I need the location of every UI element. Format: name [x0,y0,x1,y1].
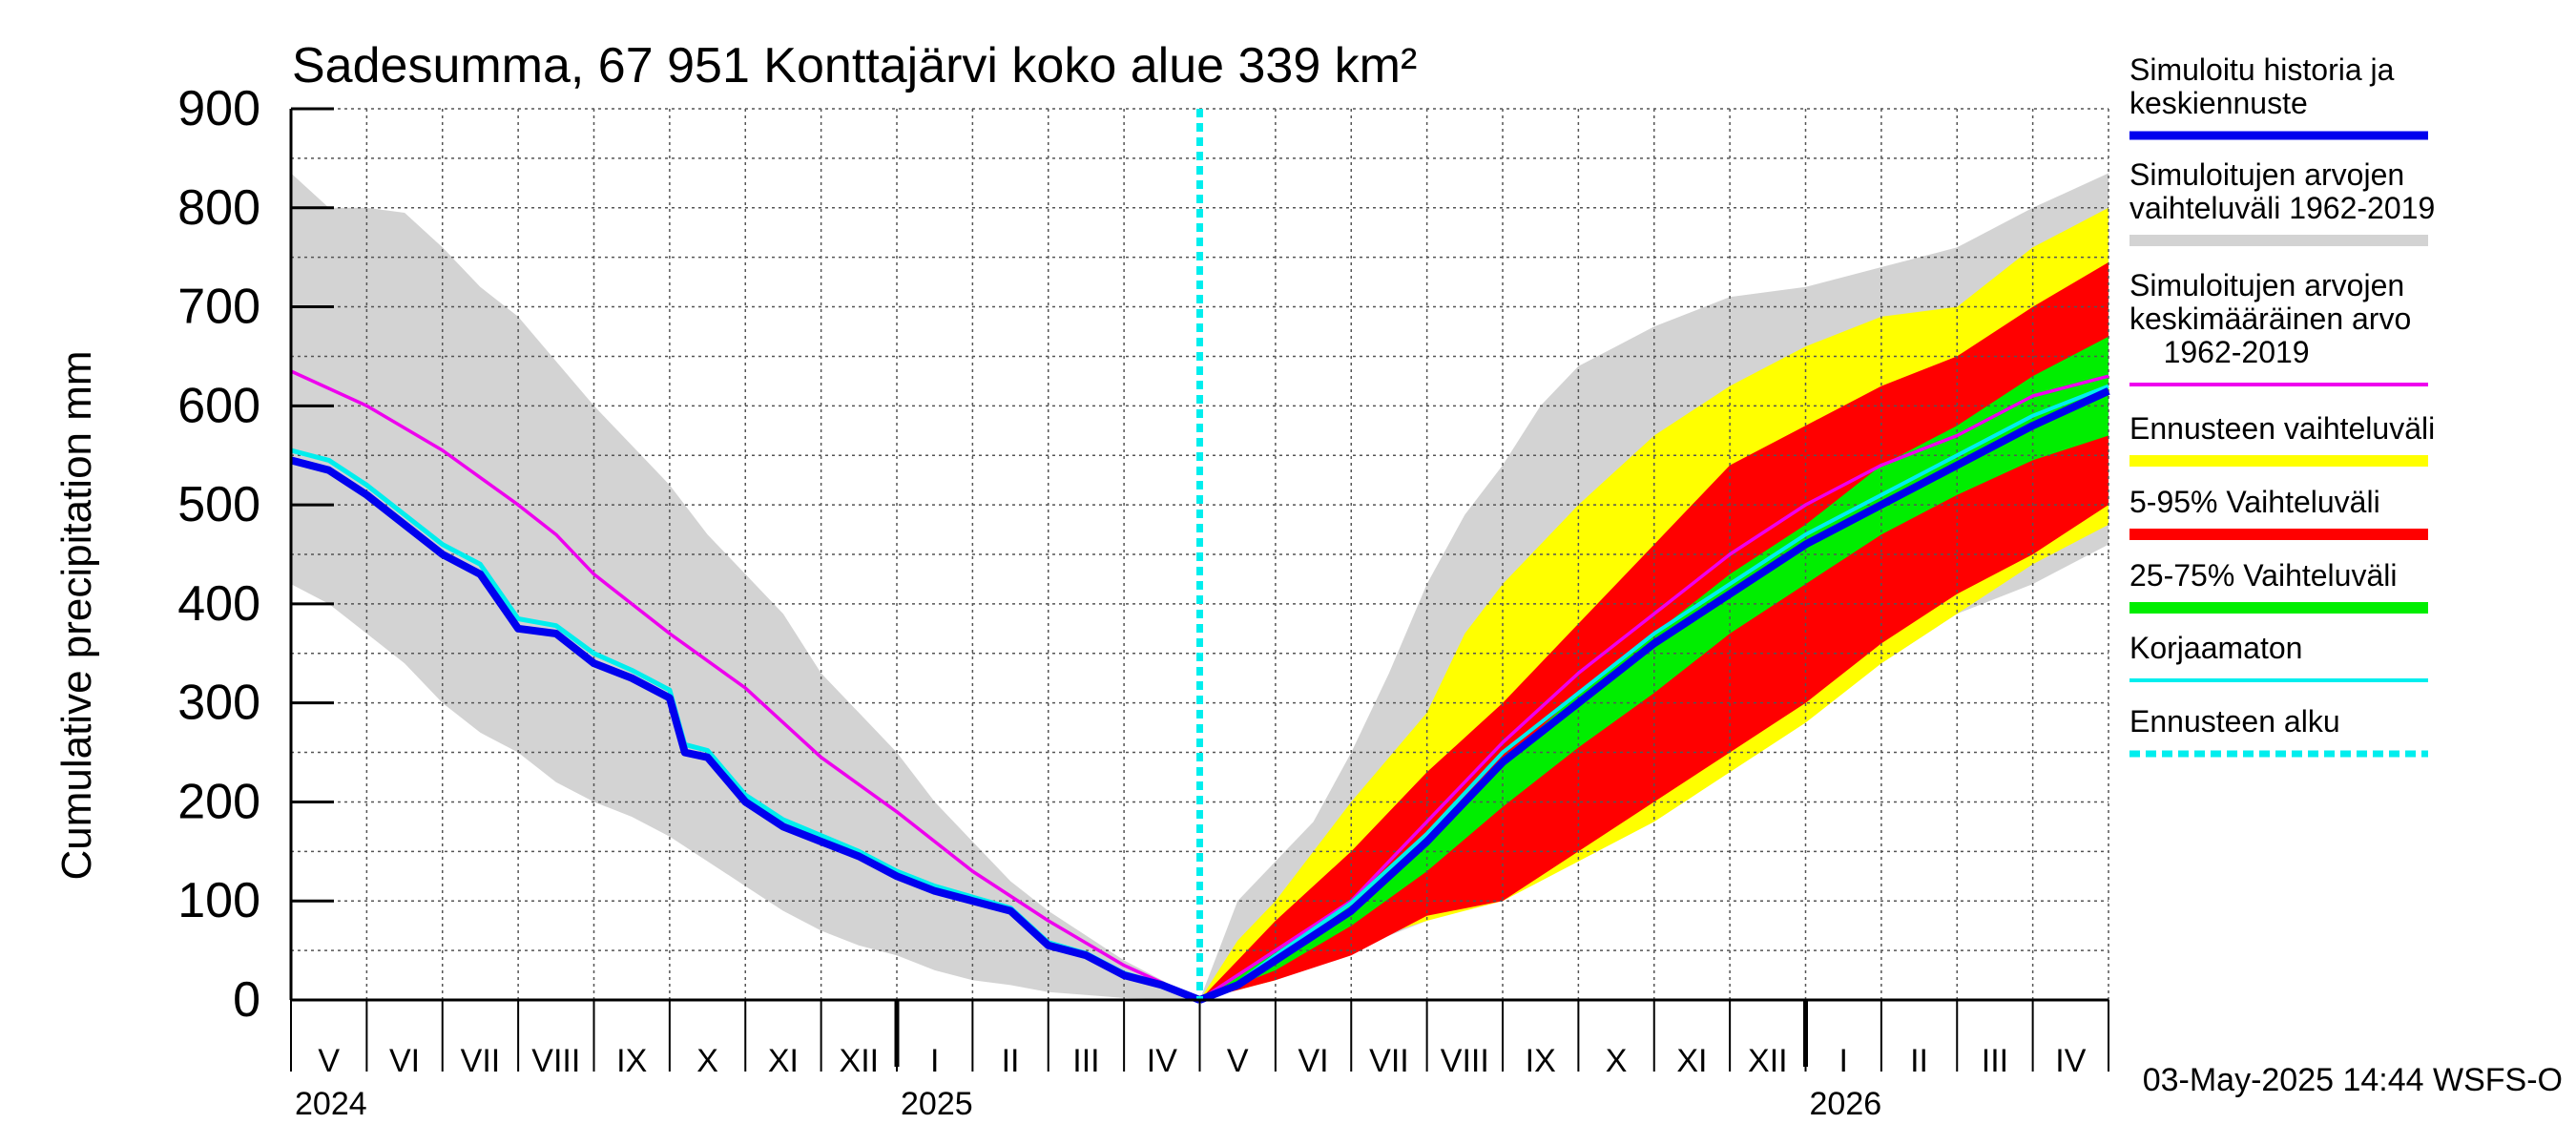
y-tick-label: 900 [177,81,260,136]
x-month-label: IV [2055,1043,2086,1079]
x-month-label: I [930,1043,939,1079]
legend-label: 25-75% Vaihteluväli [2129,558,2397,593]
legend: Simuloitu historia jakeskiennusteSimuloi… [2129,52,2435,758]
legend-label: Ennusteen alku [2129,704,2340,739]
future-uncorrected-line [1198,384,2109,1002]
hist-range-band [291,173,1200,1000]
x-month-label: VIII [531,1043,580,1079]
x-year-label: 2025 [901,1086,973,1122]
y-tick-label: 400 [177,576,260,632]
x-month-label: VI [389,1043,420,1079]
legend-label: Simuloitu historia ja [2129,52,2395,87]
chart-title: Sadesumma, 67 951 Konttajärvi koko alue … [292,38,1417,94]
series-lines [289,109,2110,1004]
legend-label: 1962-2019 [2129,335,2310,369]
legend-item-forecast-start: Ennusteen alku [2129,704,2428,758]
x-month-label: VII [461,1043,501,1079]
x-month-label: III [1072,1043,1099,1079]
x-month-label: X [696,1043,718,1079]
x-month-label: III [1982,1043,2008,1079]
legend-item-forecast-range: Ennusteen vaihteluväli [2129,411,2435,467]
y-tick-label: 600 [177,378,260,433]
x-month-label: VI [1298,1043,1329,1079]
legend-label: Korjaamaton [2129,631,2302,665]
x-month-label: X [1606,1043,1628,1079]
timestamp: 03-May-2025 14:44 WSFS-O [2143,1062,2563,1098]
legend-label: Ennusteen vaihteluväli [2129,411,2435,446]
legend-label: Simuloitujen arvojen [2129,157,2404,192]
x-month-label: V [1227,1043,1249,1079]
x-year-label: 2026 [1810,1086,1882,1122]
y-tick-label: 200 [177,774,260,829]
x-month-label: I [1839,1043,1847,1079]
x-month-label: XII [1748,1043,1788,1079]
legend-label: 5-95% Vaihteluväli [2129,485,2380,519]
x-month-label: V [318,1043,340,1079]
x-month-label: II [1910,1043,1928,1079]
legend-label: keskiennuste [2129,86,2308,120]
x-year-label: 2024 [295,1086,367,1122]
x-month-label: IX [1526,1043,1556,1079]
legend-item-p25-75: 25-75% Vaihteluväli [2129,558,2428,614]
x-month-label: IV [1147,1043,1177,1079]
hist-mean-line [290,369,1201,1002]
x-month-label: IX [616,1043,647,1079]
x-month-label: VII [1369,1043,1409,1079]
x-month-label: II [1002,1043,1020,1079]
y-tick-label: 300 [177,676,260,731]
y-tick-label: 0 [233,972,260,1028]
y-tick-label: 800 [177,180,260,236]
x-month-label: XII [840,1043,880,1079]
grid-lines [291,108,2109,1000]
legend-item-uncorrected: Korjaamaton [2129,631,2428,682]
x-month-label: XI [1676,1043,1707,1079]
legend-label: keskimääräinen arvo [2129,302,2411,336]
y-tick-label: 100 [177,873,260,928]
y-tick-label: 700 [177,280,260,335]
legend-label: Simuloitujen arvojen [2129,268,2404,302]
y-axis-label: Cumulative precipitation mm [53,350,100,880]
legend-item-p5-95: 5-95% Vaihteluväli [2129,485,2428,540]
y-tick-label: 500 [177,477,260,532]
x-month-label: XI [768,1043,799,1079]
x-month-label: VIII [1441,1043,1489,1079]
simulated-history-line [289,456,1201,1004]
legend-label: vaihteluväli 1962-2019 [2129,191,2435,225]
forecast-mean-line [1198,387,2110,1004]
